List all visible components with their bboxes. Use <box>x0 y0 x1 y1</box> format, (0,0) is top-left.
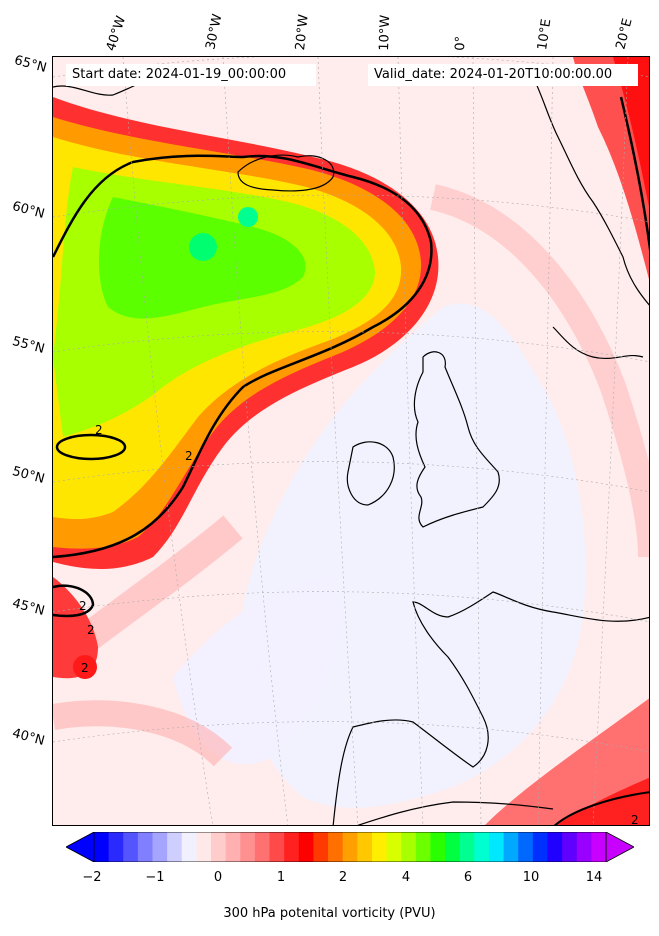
colorbar-segment <box>562 832 578 862</box>
colorbar-segment <box>430 832 446 862</box>
pv-contour-2pvu <box>53 154 433 559</box>
colorbar-segment <box>328 832 344 862</box>
lon-label-10e: 10°E <box>535 17 555 51</box>
colorbar-frame <box>93 832 607 862</box>
colorbar-segment <box>503 832 519 862</box>
colorbar-segment <box>415 832 431 862</box>
colorbar-segment <box>196 832 212 862</box>
contour-label: 2 <box>95 423 103 437</box>
colorbar-tick: 4 <box>401 870 411 885</box>
colorbar-tick: 2 <box>338 870 348 885</box>
contour-label: 2 <box>87 623 95 637</box>
colorbar-segment <box>137 832 154 862</box>
se-high-pv <box>485 698 649 825</box>
contour-label: 2 <box>631 813 639 826</box>
east-high-pv-core <box>613 57 649 208</box>
lat-label-65n: 65°N <box>12 53 49 76</box>
lon-label-10w: 10°W <box>377 14 394 51</box>
colorbar-segment <box>240 832 256 862</box>
lon-label-40w: 40°W <box>103 14 130 53</box>
colorbar-segment <box>269 832 285 862</box>
colorbar-tick: 6 <box>463 870 473 885</box>
colorbar-tick: −1 <box>145 870 165 885</box>
contour-label: 2 <box>185 449 193 463</box>
colorbar-segment <box>225 832 241 862</box>
colorbar-segment <box>284 832 300 862</box>
low-pv-region <box>240 303 586 808</box>
colorbar-segment <box>123 832 139 862</box>
colorbar-segment <box>342 832 358 862</box>
pv-contour-2pvu-east <box>619 96 649 252</box>
colorbar-segment <box>518 832 534 862</box>
colorbar-tick: 0 <box>213 870 223 885</box>
lat-label-45n: 45°N <box>10 596 47 619</box>
colorbar-segment <box>357 832 373 862</box>
lon-label-0: 0° <box>453 35 469 51</box>
pv-contour-2pvu-sw <box>53 584 95 618</box>
coastline-norway <box>532 76 649 306</box>
contour-label: 2 <box>79 599 87 613</box>
coastline-iceland <box>237 154 335 192</box>
colorbar-segment <box>94 832 110 862</box>
start-date-label: Start date: 2024-01-19_00:00:00 <box>66 64 316 86</box>
lat-label-55n: 55°N <box>10 334 47 357</box>
colorbar <box>66 832 634 862</box>
lat-label-50n: 50°N <box>10 464 47 487</box>
pv-ring-band-3 <box>53 700 233 767</box>
colorbar-segment <box>371 832 388 862</box>
colorbar-segment <box>445 832 461 862</box>
coastline-britain <box>413 351 500 528</box>
colorbar-segment <box>167 832 183 862</box>
colorbar-tick: 14 <box>585 870 603 885</box>
colorbar-segment <box>152 832 168 862</box>
colorbar-segment <box>459 832 475 862</box>
colorbar-extend-max <box>605 832 634 862</box>
lon-label-30w: 30°W <box>203 12 226 51</box>
colorbar-segment <box>313 832 329 862</box>
pv-ring-band <box>429 184 649 558</box>
sw-high-pv <box>53 577 98 679</box>
colorbar-segment <box>108 832 124 862</box>
colorbar-segment <box>474 832 490 862</box>
colorbar-label: 300 hPa potenital vorticity (PVU) <box>223 906 436 921</box>
colorbar-segment <box>386 832 402 862</box>
pv-contour-2pvu-se <box>553 791 649 825</box>
coastline-africa <box>357 801 554 825</box>
colorbar-segment <box>254 832 271 862</box>
valid-date-label: Valid_date: 2024-01-20T10:00:00.00 <box>368 64 638 86</box>
lon-label-20w: 20°W <box>293 13 312 52</box>
colorbar-extend-min <box>66 832 95 862</box>
colorbar-segment <box>401 832 417 862</box>
sw-high-pv-2 <box>73 655 97 679</box>
low-pv-region-2 <box>173 577 340 765</box>
lon-label-20e: 20°E <box>613 17 636 51</box>
colorbar-segment <box>532 832 548 862</box>
pv-field-svg <box>53 57 649 825</box>
colorbar-segment <box>547 832 563 862</box>
colorbar-tick: −2 <box>82 870 102 885</box>
colorbar-tick: 10 <box>522 870 540 885</box>
trough-pv-max-2 <box>238 207 258 227</box>
colorbar-segment <box>591 832 607 862</box>
coastline-scandinavia-south <box>552 326 644 360</box>
colorbar-segment <box>211 832 227 862</box>
colorbar-segment <box>576 832 592 862</box>
colorbar-segment <box>181 832 197 862</box>
colorbar-tick: 1 <box>276 870 286 885</box>
lat-label-60n: 60°N <box>10 199 47 222</box>
trough-pv-max <box>189 233 217 261</box>
pv-map: 2 2 2 2 2 2 <box>52 56 650 826</box>
colorbar-segment <box>298 832 314 862</box>
contour-label: 2 <box>81 661 89 675</box>
coastline-ireland <box>346 441 395 506</box>
pv-contour-2pvu-closed <box>55 433 127 461</box>
colorbar-segment <box>488 832 505 862</box>
lat-label-40n: 40°N <box>10 726 47 749</box>
